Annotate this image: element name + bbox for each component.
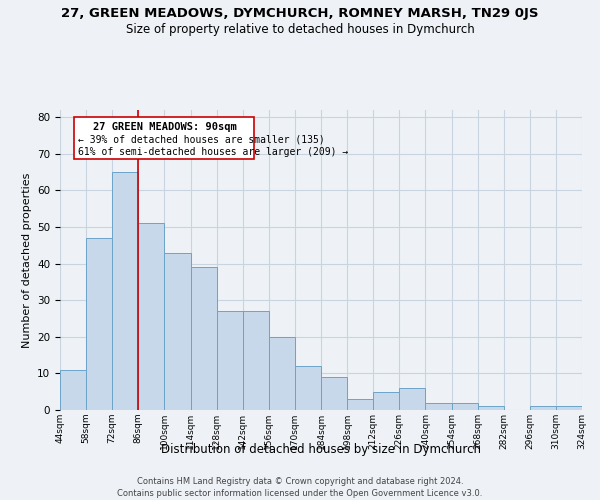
Bar [452,402,478,410]
Text: Size of property relative to detached houses in Dymchurch: Size of property relative to detached ho… [125,22,475,36]
Bar [191,268,217,410]
Bar [164,252,191,410]
Bar [347,399,373,410]
Bar [217,311,243,410]
Bar [295,366,321,410]
Text: Contains public sector information licensed under the Open Government Licence v3: Contains public sector information licen… [118,489,482,498]
Bar [243,311,269,410]
Bar [425,402,452,410]
Bar [478,406,504,410]
Text: 27, GREEN MEADOWS, DYMCHURCH, ROMNEY MARSH, TN29 0JS: 27, GREEN MEADOWS, DYMCHURCH, ROMNEY MAR… [61,8,539,20]
Bar [112,172,139,410]
Text: ← 39% of detached houses are smaller (135): ← 39% of detached houses are smaller (13… [78,134,325,144]
Bar [269,337,295,410]
Bar [530,406,556,410]
Text: 27 GREEN MEADOWS: 90sqm: 27 GREEN MEADOWS: 90sqm [92,122,236,132]
FancyBboxPatch shape [74,118,254,160]
Bar [139,224,164,410]
Text: Contains HM Land Registry data © Crown copyright and database right 2024.: Contains HM Land Registry data © Crown c… [137,478,463,486]
Y-axis label: Number of detached properties: Number of detached properties [22,172,32,348]
Bar [60,370,86,410]
Bar [86,238,112,410]
Bar [556,406,582,410]
Text: 61% of semi-detached houses are larger (209) →: 61% of semi-detached houses are larger (… [78,147,349,157]
Bar [373,392,400,410]
Text: Distribution of detached houses by size in Dymchurch: Distribution of detached houses by size … [161,442,481,456]
Bar [400,388,425,410]
Bar [321,377,347,410]
